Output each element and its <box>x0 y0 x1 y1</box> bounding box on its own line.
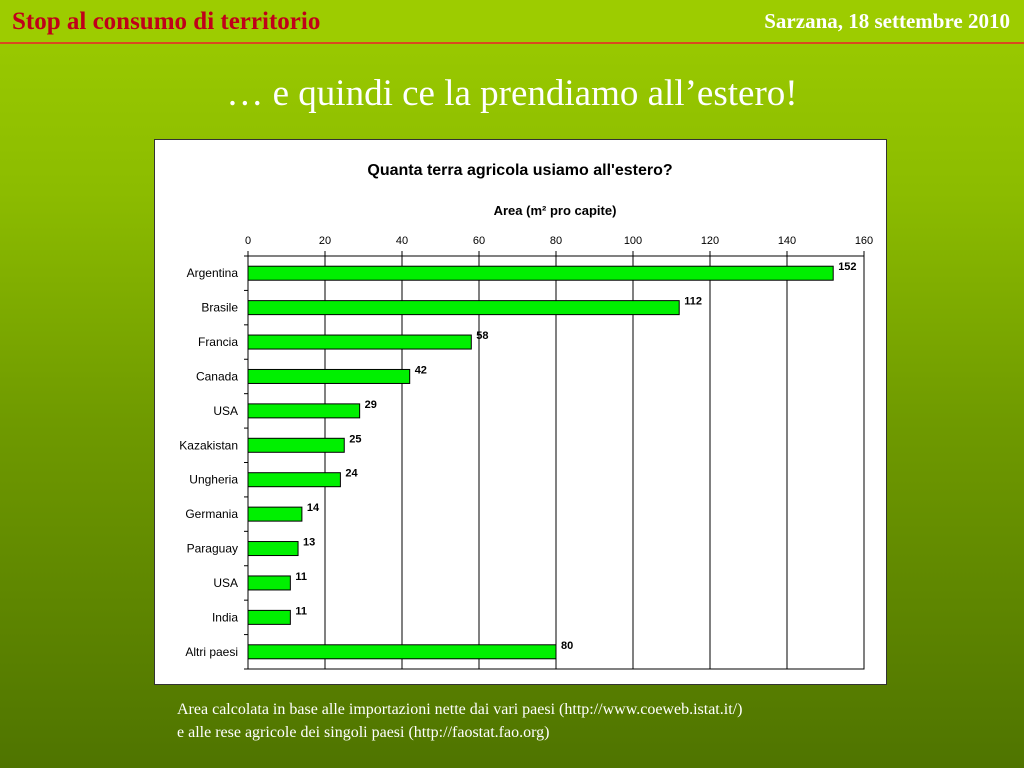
footnote: Area calcolata in base alle importazioni… <box>177 698 742 744</box>
bar <box>247 472 341 488</box>
category-label: Altri paesi <box>185 645 238 659</box>
x-tick-label: 0 <box>245 235 251 247</box>
category-label: USA <box>213 576 238 590</box>
bar <box>247 644 557 660</box>
bar <box>247 334 472 350</box>
data-label: 14 <box>307 502 320 514</box>
x-tick-label: 100 <box>624 235 642 247</box>
footnote-line-2: e alle rese agricole dei singoli paesi (… <box>177 724 550 741</box>
footnote-line-1: Area calcolata in base alle importazioni… <box>177 701 743 718</box>
bar-chart: Quanta terra agricola usiamo all'estero?… <box>179 162 873 670</box>
bar <box>247 437 345 453</box>
x-axis-label: Area (m² pro capite) <box>494 203 617 218</box>
data-label: 29 <box>365 399 377 411</box>
x-tick-label: 140 <box>778 235 796 247</box>
data-label: 25 <box>349 433 361 445</box>
bar <box>247 300 680 316</box>
data-label: 112 <box>684 296 702 308</box>
bar <box>247 403 361 419</box>
x-tick-label: 120 <box>701 235 719 247</box>
bar <box>247 265 834 281</box>
x-tick-label: 40 <box>396 235 408 247</box>
category-label: Brasile <box>201 301 238 315</box>
category-label: Kazakistan <box>179 438 238 452</box>
header-date: Sarzana, 18 settembre 2010 <box>764 9 1010 33</box>
category-label: India <box>212 610 238 624</box>
data-label: 58 <box>476 330 488 342</box>
x-tick-label: 20 <box>319 235 331 247</box>
chart-container: Quanta terra agricola usiamo all'estero?… <box>154 139 887 685</box>
data-label: 24 <box>345 468 358 480</box>
category-label: Germania <box>185 507 238 521</box>
header-title: Stop al consumo di territorio <box>12 8 321 35</box>
data-label: 11 <box>295 605 307 617</box>
category-label: USA <box>213 404 238 418</box>
x-tick-label: 160 <box>855 235 873 247</box>
header-bar: Stop al consumo di territorio Sarzana, 1… <box>0 0 1024 44</box>
category-label: Canada <box>196 369 238 383</box>
bar <box>247 609 291 625</box>
data-label: 42 <box>415 364 427 376</box>
bar <box>247 506 303 522</box>
category-label: Argentina <box>187 266 239 280</box>
x-tick-label: 60 <box>473 235 485 247</box>
category-label: Ungheria <box>189 473 238 487</box>
slide-title: … e quindi ce la prendiamo all’estero! <box>226 73 798 114</box>
bar <box>247 575 291 591</box>
chart-title: Quanta terra agricola usiamo all'estero? <box>367 162 672 179</box>
data-label: 152 <box>838 261 856 273</box>
data-label: 11 <box>295 571 307 583</box>
data-label: 80 <box>561 640 573 652</box>
category-label: Paraguay <box>187 542 238 556</box>
bar <box>247 541 299 557</box>
data-label: 13 <box>303 537 315 549</box>
category-label: Francia <box>198 335 238 349</box>
x-tick-label: 80 <box>550 235 562 247</box>
bar <box>247 368 411 384</box>
